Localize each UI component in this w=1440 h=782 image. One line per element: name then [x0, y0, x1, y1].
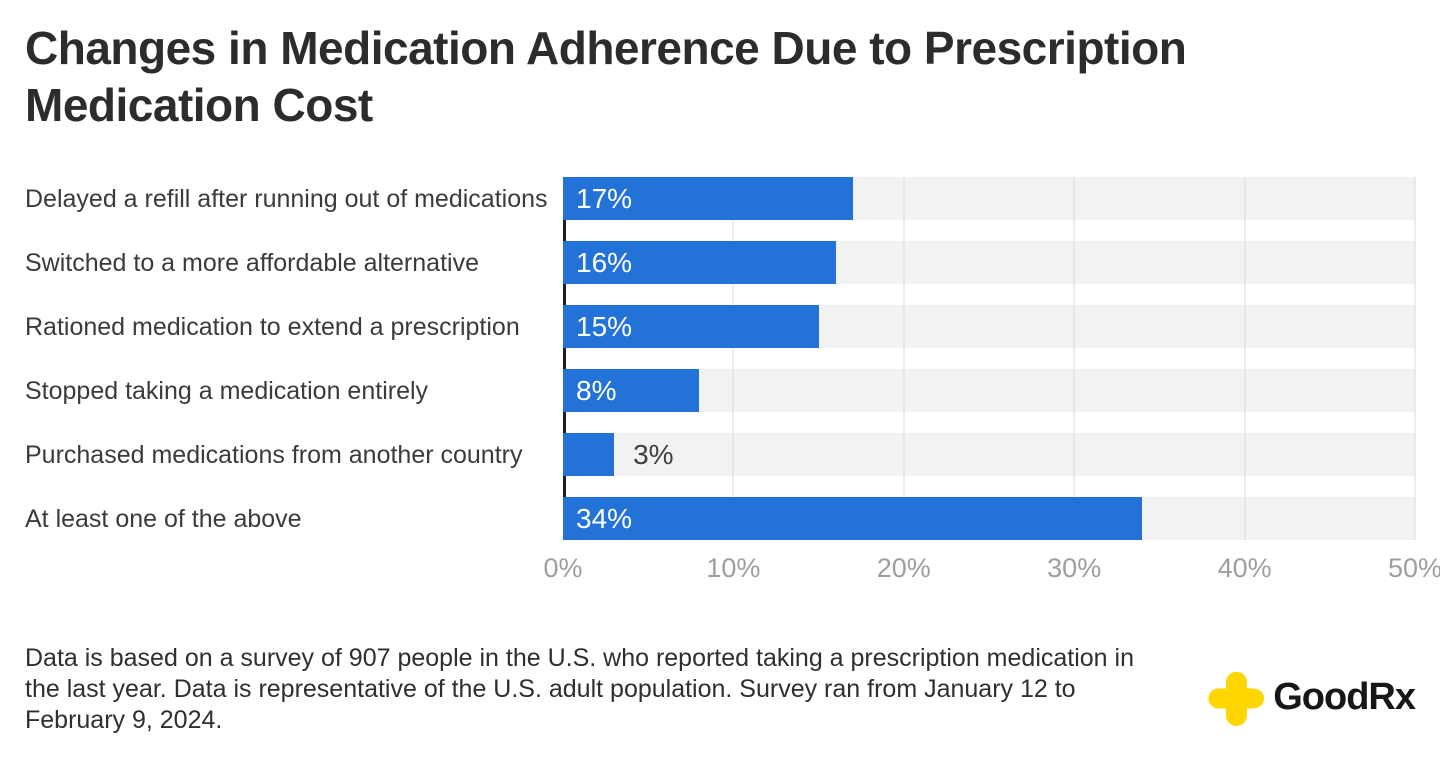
category-label: Purchased medications from another count…	[25, 440, 523, 469]
bar: 34%	[563, 497, 1143, 540]
chart-row: Switched to a more affordable alternativ…	[0, 241, 1440, 284]
footer-row: Data is based on a survey of 907 people …	[25, 643, 1416, 736]
bar-value-label: 17%	[576, 182, 633, 214]
chart-row: Rationed medication to extend a prescrip…	[0, 305, 1440, 348]
x-axis-ticks: 0% 10% 20% 30% 40% 50%	[543, 553, 1440, 585]
category-label: Rationed medication to extend a prescrip…	[25, 312, 520, 341]
chart-row: Stopped taking a medication entirely 8%	[0, 369, 1440, 412]
bar-track: 34%	[563, 497, 1415, 540]
bar-track: 17%	[563, 177, 1415, 220]
bar-value-label: 3%	[633, 438, 674, 470]
bar: 15%	[563, 305, 819, 348]
x-tick-label: 30%	[1047, 553, 1102, 583]
bar-value-label: 16%	[576, 246, 633, 278]
category-label: Switched to a more affordable alternativ…	[25, 248, 479, 277]
bar-value-label: 8%	[576, 374, 617, 406]
x-tick-label: 50%	[1387, 553, 1440, 583]
x-tick-label: 10%	[706, 553, 761, 583]
chart-row: At least one of the above 34%	[0, 497, 1440, 540]
category-label: Delayed a refill after running out of me…	[25, 184, 548, 213]
infographic-page: Changes in Medication Adherence Due to P…	[0, 20, 1440, 782]
goodrx-cross-icon	[1208, 671, 1265, 726]
bar: 8%	[563, 369, 700, 412]
bar-track: 3%	[563, 433, 1415, 476]
x-tick-label: 20%	[876, 553, 931, 583]
goodrx-logo: GoodRx	[1208, 670, 1416, 726]
x-tick-label: 0%	[543, 553, 583, 583]
bar-track: 8%	[563, 369, 1415, 412]
bar-value-label: 15%	[576, 310, 633, 342]
bar: 16%	[563, 241, 836, 284]
bar-value-label: 34%	[576, 502, 633, 534]
chart-row: Purchased medications from another count…	[0, 433, 1440, 476]
category-label: At least one of the above	[25, 504, 302, 533]
chart-rows: Delayed a refill after running out of me…	[0, 177, 1440, 540]
bar-track: 16%	[563, 241, 1415, 284]
bar: 17%	[563, 177, 853, 220]
bar: 3%	[563, 433, 674, 476]
x-tick-label: 40%	[1217, 553, 1272, 583]
goodrx-wordmark: GoodRx	[1273, 676, 1416, 718]
category-label: Stopped taking a medication entirely	[25, 376, 429, 405]
page-title: Changes in Medication Adherence Due to P…	[25, 22, 1187, 131]
chart-row: Delayed a refill after running out of me…	[0, 177, 1440, 220]
bar-chart: Delayed a refill after running out of me…	[0, 177, 1440, 585]
bar-track: 15%	[563, 305, 1415, 348]
source-note: Data is based on a survey of 907 people …	[25, 644, 1134, 734]
